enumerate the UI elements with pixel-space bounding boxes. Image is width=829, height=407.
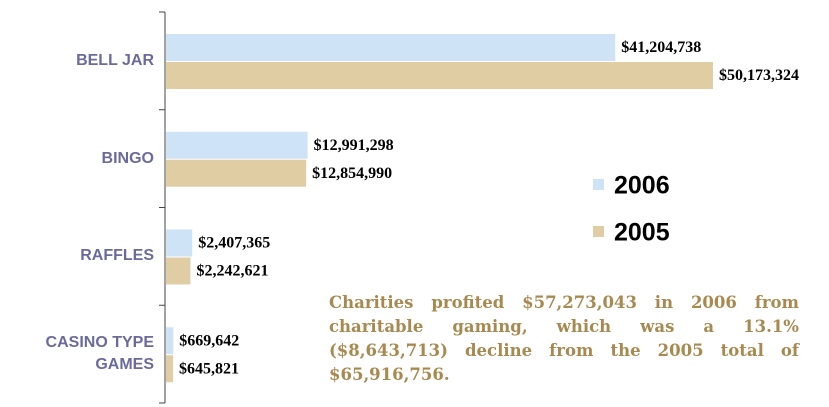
legend-label: 2005	[614, 219, 670, 247]
value-label: $12,991,298	[314, 137, 394, 154]
category-label: BELL JAR	[76, 51, 154, 69]
category-label: BINGO	[101, 149, 154, 167]
legend-swatch	[593, 226, 604, 237]
bar	[166, 62, 713, 89]
bar	[166, 34, 616, 61]
legend-label: 2006	[614, 172, 670, 200]
value-label: $41,204,738	[621, 39, 701, 56]
annotation: Charities profited $57,273,043 in 2006 f…	[329, 293, 799, 384]
value-label: $2,407,365	[198, 235, 270, 252]
legend-swatch	[593, 179, 604, 190]
value-label: $12,854,990	[312, 165, 392, 182]
value-label: $645,821	[179, 360, 239, 377]
bar	[166, 131, 308, 159]
bar	[166, 355, 174, 383]
bar	[166, 229, 193, 257]
value-label: $669,642	[179, 332, 239, 349]
value-label: $50,173,324	[719, 67, 799, 84]
category-label: CASINO TYPE GAMES	[45, 334, 154, 374]
bar	[166, 257, 191, 285]
category-label: RAFFLES	[80, 247, 154, 265]
bar	[166, 159, 307, 187]
bar	[166, 327, 174, 355]
value-label: $2,242,621	[196, 263, 268, 280]
